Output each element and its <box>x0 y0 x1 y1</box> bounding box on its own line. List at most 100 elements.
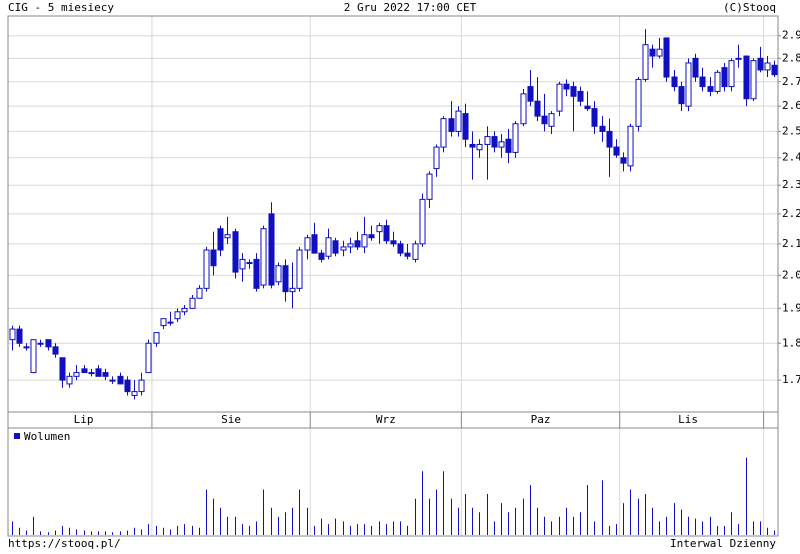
candle-body <box>534 100 541 117</box>
candle-body <box>268 213 275 286</box>
y-tick-label: 2.1 <box>782 237 800 250</box>
candle-body <box>376 225 383 233</box>
candle-body <box>318 252 325 260</box>
y-tick-label: 2.7 <box>782 75 800 88</box>
x-tick-label: Lip <box>74 413 94 426</box>
candle-body <box>512 123 519 153</box>
candle-body <box>591 108 598 127</box>
candle-body <box>347 243 354 248</box>
candle-body <box>498 141 505 148</box>
candle-body <box>37 342 44 345</box>
candle-body <box>440 118 447 148</box>
candle-body <box>361 234 368 248</box>
candle-body <box>153 332 160 344</box>
candle-body <box>332 240 339 254</box>
candle-body <box>181 307 188 313</box>
chart-title: CIG - 5 miesiecy <box>8 1 114 14</box>
candle-body <box>189 297 196 309</box>
candle-body <box>275 265 282 283</box>
candle-body <box>73 372 80 377</box>
candle-body <box>311 234 318 254</box>
candle-body <box>296 249 303 289</box>
candle-body <box>584 105 591 110</box>
candle-body <box>520 93 527 125</box>
candle-body <box>253 258 260 289</box>
footer-interval: Interwal Dzienny <box>670 537 776 550</box>
candle-body <box>476 143 483 151</box>
candle-body <box>548 113 555 127</box>
candle-body <box>426 173 433 200</box>
candle-body <box>196 287 203 299</box>
candle-body <box>642 44 649 80</box>
candle-body <box>462 113 469 140</box>
copyright: (C)Stooq <box>723 1 776 14</box>
y-tick-label: 1.7 <box>782 373 800 386</box>
candle-body <box>656 48 663 57</box>
y-tick-label: 2.5 <box>782 124 800 137</box>
candle-body <box>484 136 491 145</box>
candle-body <box>541 115 548 125</box>
candle-body <box>59 357 66 381</box>
candle-body <box>174 311 181 320</box>
candle-body <box>570 86 577 97</box>
x-tick-label: Lis <box>678 413 698 426</box>
candle-body <box>124 379 131 393</box>
candle-body <box>9 328 16 341</box>
y-tick-label: 2.4 <box>782 151 800 164</box>
candle-body <box>577 90 584 102</box>
candle-body <box>45 339 52 348</box>
candle-body <box>505 138 512 153</box>
candle-body <box>750 60 757 100</box>
candle-body <box>606 130 613 148</box>
candle-body <box>282 265 289 293</box>
candle-body <box>239 258 246 270</box>
x-tick-label: Wrz <box>376 413 396 426</box>
legend-label: Wolumen <box>24 430 70 443</box>
candle-body <box>397 243 404 254</box>
candle-body <box>707 86 714 92</box>
candle-body <box>692 57 699 78</box>
candle-body <box>16 328 23 344</box>
x-tick-label: Paz <box>531 413 551 426</box>
candle-body <box>117 375 124 385</box>
candle-body <box>757 57 764 71</box>
candle-body <box>721 67 728 88</box>
candle-body <box>81 368 88 374</box>
candle-body <box>224 234 231 239</box>
candle-body <box>160 318 167 327</box>
candle-body <box>491 136 498 148</box>
candle-body <box>167 321 174 324</box>
candle-body <box>714 71 721 92</box>
candle-body <box>131 391 138 396</box>
candle-body <box>52 346 59 355</box>
candle-body <box>66 375 73 385</box>
candle-body <box>246 262 253 265</box>
y-tick-label: 2.8 <box>782 51 800 64</box>
candle-body <box>88 372 95 375</box>
y-tick-label: 2.0 <box>782 268 800 281</box>
candle-body <box>685 62 692 107</box>
candle-body <box>433 146 440 170</box>
candle-body <box>23 346 30 349</box>
candle-body <box>217 228 224 251</box>
candle-body <box>635 78 642 127</box>
candle-body <box>304 237 311 251</box>
candle-body <box>599 125 606 132</box>
candle-body <box>145 342 152 374</box>
candle-body <box>404 252 411 257</box>
candle-body <box>613 146 620 156</box>
candle-body <box>390 240 397 245</box>
candle-body <box>419 198 426 245</box>
candle-body <box>412 243 419 260</box>
candle-body <box>764 62 771 71</box>
y-tick-label: 2.3 <box>782 178 800 191</box>
candle-body <box>678 86 685 105</box>
candle-body <box>354 240 361 248</box>
legend-swatch <box>14 433 20 439</box>
candle-body <box>289 287 296 293</box>
candle-body <box>383 225 390 242</box>
candle-body <box>620 157 627 164</box>
footer-url: https://stooq.pl/ <box>8 537 121 550</box>
candle-body <box>556 83 563 112</box>
